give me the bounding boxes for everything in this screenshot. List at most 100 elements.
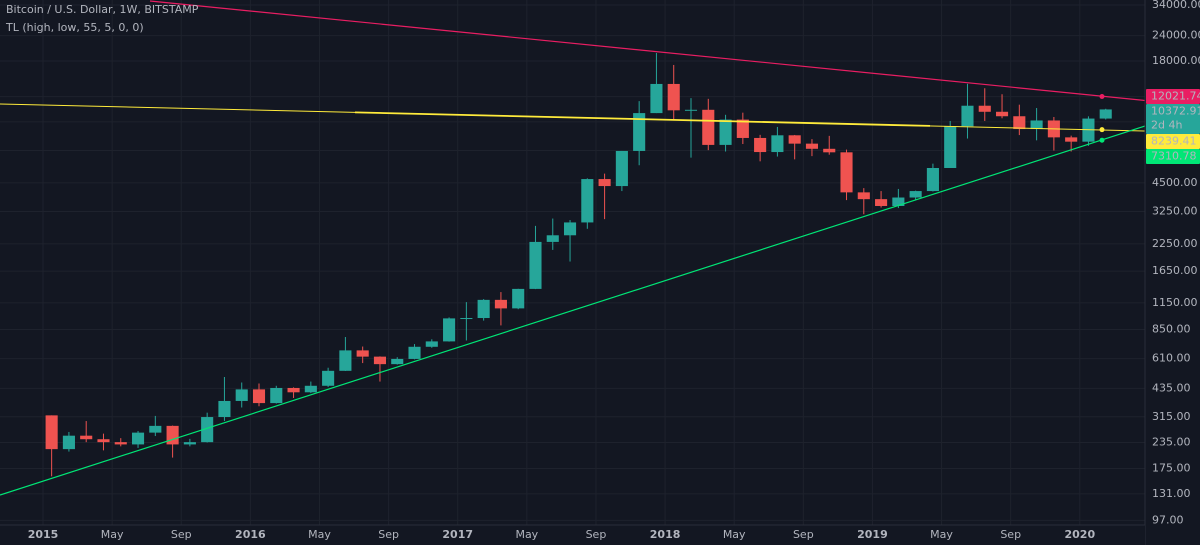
candle-body	[909, 191, 922, 198]
candle-body	[563, 222, 577, 236]
candle-body	[356, 350, 369, 357]
candle-body	[633, 113, 646, 151]
countdown-label: 2d 4h	[1151, 118, 1182, 131]
candle-body	[1065, 137, 1078, 142]
y-tick-label: 610.00	[1152, 352, 1191, 365]
candle-body	[62, 435, 75, 450]
candle-body	[97, 439, 110, 443]
candle-body	[322, 370, 335, 386]
candle-body	[339, 350, 352, 371]
candle-body	[978, 105, 991, 112]
candle-body	[80, 435, 93, 440]
candle-body	[805, 143, 819, 149]
candle-body	[114, 442, 127, 445]
y-tick-label: 315.00	[1152, 410, 1191, 423]
candle-body	[1013, 116, 1026, 130]
candle-body	[995, 111, 1009, 117]
x-tick-label: Sep	[586, 528, 607, 541]
y-tick-label: 131.00	[1152, 487, 1191, 500]
price-label-bg	[1146, 148, 1200, 164]
candle-body	[183, 442, 196, 445]
chart-title: Bitcoin / U.S. Dollar, 1W, BITSTAMP	[6, 3, 199, 16]
candle-body	[926, 167, 939, 192]
time-scale	[0, 525, 1145, 545]
x-tick-label: 2018	[650, 528, 681, 541]
price-label: 8239.41	[1151, 134, 1197, 147]
candle-body	[477, 299, 490, 319]
candle-body	[391, 358, 404, 365]
candle-body	[131, 432, 145, 445]
candle-body	[615, 150, 628, 187]
candle-body	[823, 148, 836, 153]
candle-body	[373, 356, 387, 365]
x-tick-label: 2016	[235, 528, 266, 541]
support-line	[0, 125, 1146, 496]
candle-body	[408, 346, 421, 359]
price-label-bg	[1146, 88, 1200, 104]
candle-body	[650, 83, 663, 114]
x-tick-label: May	[515, 528, 538, 541]
candle-body	[235, 389, 248, 401]
price-label: 10372.91	[1151, 104, 1200, 117]
y-tick-label: 235.00	[1152, 436, 1191, 449]
x-tick-label: Sep	[1000, 528, 1021, 541]
candle-body	[961, 105, 974, 127]
candle-body	[754, 137, 767, 153]
candle-body	[460, 318, 473, 320]
candle-body	[736, 119, 749, 138]
candle-body	[270, 387, 283, 404]
axes: 97.00 131.00 175.00 235.00 315.00 435.00 610.0…	[28, 0, 1200, 541]
horizontal-trend-highlight	[354, 111, 931, 127]
x-tick-label: Sep	[171, 528, 192, 541]
y-tick-label: 2250.00	[1152, 237, 1198, 250]
price-label-bg	[1146, 133, 1200, 149]
candle-body	[598, 179, 611, 187]
y-tick-label: 850.00	[1152, 322, 1191, 335]
candle-body	[857, 192, 870, 200]
level-dot	[1099, 137, 1105, 143]
candle-body	[304, 385, 317, 393]
price-label: 7310.78	[1151, 149, 1197, 162]
candle-body	[149, 425, 162, 433]
resistance-line	[149, 0, 1146, 102]
y-tick-label: 3250.00	[1152, 205, 1198, 218]
candle-body	[425, 341, 438, 347]
candle-body	[201, 417, 214, 443]
level-dot	[1099, 127, 1105, 133]
candle-body	[684, 109, 698, 111]
price-label-bg	[1146, 103, 1200, 134]
candle-body	[1030, 120, 1043, 130]
y-tick-label: 1650.00	[1152, 264, 1198, 277]
level-dot	[1099, 93, 1105, 99]
x-tick-label: 2019	[857, 528, 888, 541]
candle-body	[581, 179, 594, 223]
y-tick-label: 97.00	[1152, 513, 1184, 526]
candles	[45, 53, 1112, 477]
y-tick-label: 18000.00	[1152, 54, 1200, 67]
y-tick-label: 24000.00	[1152, 29, 1200, 42]
x-tick-label: Sep	[793, 528, 814, 541]
candle-body	[771, 135, 784, 153]
candle-body	[45, 415, 58, 450]
candle-body	[719, 119, 732, 145]
y-tick-label: 34000.00	[1152, 0, 1200, 11]
candle-body	[944, 126, 957, 168]
y-tick-label: 435.00	[1152, 381, 1191, 394]
y-tick-label: 1150.00	[1152, 296, 1198, 309]
candle-body	[892, 197, 905, 206]
candle-body	[252, 389, 266, 404]
y-tick-label: 175.00	[1152, 461, 1191, 474]
levels	[1099, 93, 1105, 143]
candle-body	[788, 135, 801, 144]
candle-body	[546, 235, 559, 242]
candle-body	[494, 299, 507, 309]
candle-body	[218, 400, 231, 418]
x-tick-label: May	[308, 528, 331, 541]
indicator-label: TL (high, low, 55, 5, 0, 0)	[5, 21, 144, 34]
candle-body	[529, 241, 542, 289]
candle-body	[875, 199, 888, 206]
candle-body	[1099, 109, 1112, 119]
x-tick-label: May	[101, 528, 124, 541]
